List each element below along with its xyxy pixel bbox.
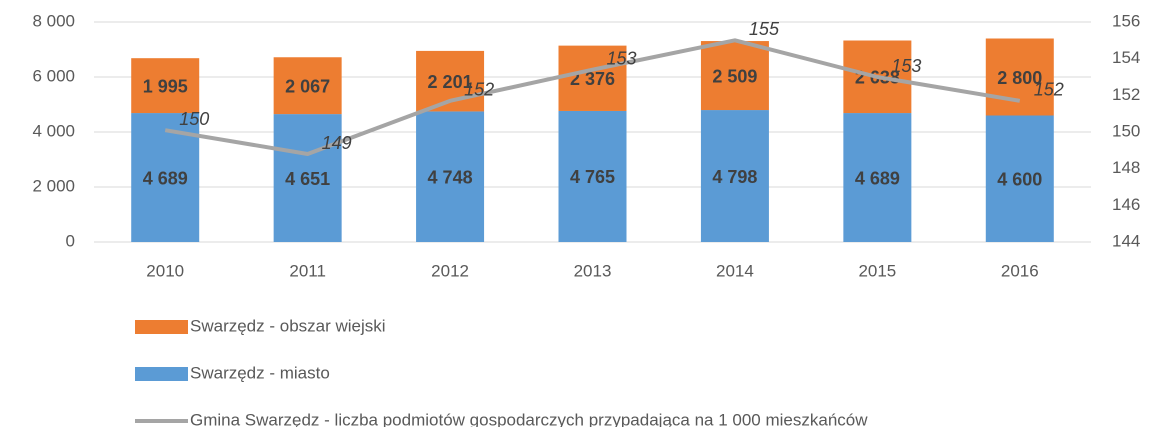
- bar-label: 4 689: [143, 168, 188, 188]
- line-label: 153: [891, 56, 921, 76]
- x-tick-label: 2010: [146, 261, 184, 280]
- bar-label: 2 800: [997, 68, 1042, 88]
- line-label: 153: [607, 48, 637, 68]
- x-tick-label: 2015: [858, 261, 896, 280]
- x-tick-label: 2016: [1001, 261, 1039, 280]
- y-tick-label: 2 000: [32, 176, 75, 195]
- y2-tick-label: 152: [1112, 85, 1140, 104]
- x-tick-label: 2011: [289, 261, 326, 280]
- bar-label: 4 689: [855, 168, 900, 188]
- bar-label: 4 651: [285, 169, 330, 189]
- legend-swatch: [135, 320, 188, 334]
- line-label: 152: [1034, 80, 1064, 100]
- bar: [843, 113, 912, 243]
- y2-tick-label: 154: [1112, 48, 1140, 67]
- bar-label: 4 765: [570, 167, 615, 187]
- y-tick-label: 4 000: [32, 121, 75, 140]
- line-label: 152: [464, 80, 494, 100]
- bar: [558, 110, 627, 243]
- bar: [416, 111, 485, 243]
- bar: [700, 110, 769, 243]
- y2-tick-label: 156: [1112, 11, 1140, 30]
- x-tick-label: 2014: [716, 261, 754, 280]
- bar-label: 2 509: [712, 66, 757, 86]
- line-label: 149: [322, 133, 352, 153]
- bar-label: 4 798: [712, 167, 757, 187]
- bar-label: 1 995: [143, 76, 188, 96]
- y2-tick-label: 150: [1112, 121, 1140, 140]
- legend-swatch: [135, 367, 188, 381]
- bar-label: 4 748: [428, 167, 473, 187]
- legend-label: Gmina Swarzędz - liczba podmiotów gospod…: [190, 410, 868, 427]
- bar-label: 2 201: [428, 72, 473, 92]
- bar: [558, 45, 627, 111]
- bar: [985, 38, 1054, 116]
- y2-tick-label: 146: [1112, 195, 1140, 214]
- line-label: 155: [749, 19, 780, 39]
- y2-tick-label: 144: [1112, 231, 1140, 250]
- x-tick-label: 2012: [431, 261, 469, 280]
- y-tick-label: 0: [66, 231, 75, 250]
- legend-label: Swarzędz - obszar wiejski: [190, 316, 386, 335]
- bar: [700, 41, 769, 111]
- y-tick-label: 6 000: [32, 66, 75, 85]
- legend-label: Swarzędz - miasto: [190, 363, 330, 382]
- bar: [273, 57, 342, 115]
- y-tick-label: 8 000: [32, 11, 75, 30]
- bar-label: 2 067: [285, 76, 330, 96]
- x-tick-label: 2013: [574, 261, 612, 280]
- line: [164, 38, 1021, 156]
- line-label: 150: [179, 109, 209, 129]
- bar: [985, 115, 1054, 242]
- bar: [131, 58, 200, 114]
- bar-label: 4 600: [997, 170, 1042, 190]
- y2-tick-label: 148: [1112, 158, 1140, 177]
- bar: [273, 114, 342, 242]
